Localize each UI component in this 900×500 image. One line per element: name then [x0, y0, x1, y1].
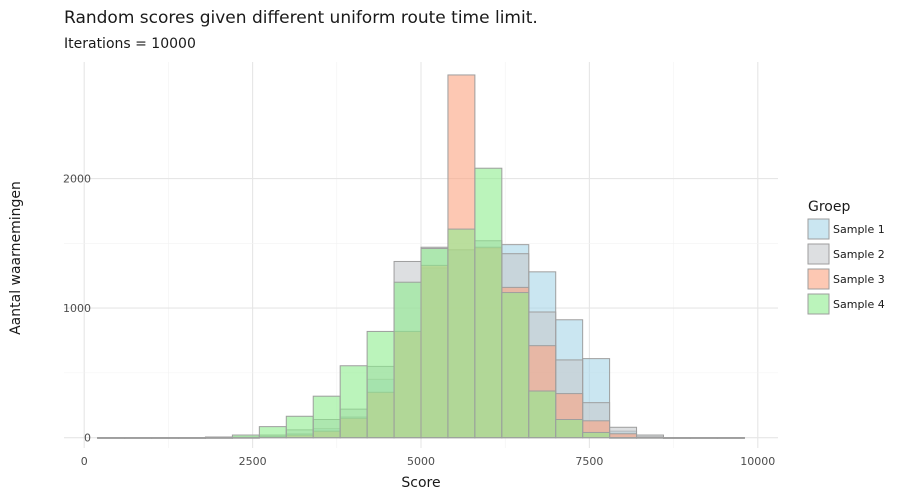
bar-series-4	[124, 437, 153, 439]
chart-title: Random scores given different uniform ro…	[64, 8, 538, 28]
y-tick-label: 1000	[63, 302, 91, 315]
x-tick-label: 5000	[407, 455, 435, 468]
bar-series-4	[97, 437, 126, 439]
bar-series-4	[555, 419, 584, 439]
bar-series-4	[528, 390, 557, 439]
bar-series-4	[204, 436, 233, 439]
x-tick-label: 0	[81, 455, 88, 468]
legend-swatch	[807, 218, 830, 240]
bar-series-4	[501, 292, 530, 439]
bar-series-4	[231, 434, 260, 439]
x-tick-label: 2500	[239, 455, 267, 468]
histogram-bars	[97, 74, 745, 439]
bar-series-4	[339, 365, 368, 439]
legend-title: Groep	[808, 199, 850, 215]
y-axis-title: Aantal waarnemingen	[8, 181, 24, 335]
bar-series-4	[285, 415, 314, 439]
bar-series-4	[474, 167, 503, 439]
y-axis-ticks: 0 1000 2000	[63, 173, 91, 445]
chart-subtitle: Iterations = 10000	[64, 36, 196, 52]
legend-swatch	[807, 293, 830, 315]
bar-series-4	[582, 431, 611, 439]
bar-series-4	[312, 395, 341, 439]
y-tick-label: 2000	[63, 173, 91, 186]
bar-series-4	[151, 437, 180, 439]
bar-series-4	[393, 281, 422, 439]
legend: Groep Sample 1 Sample 2 Sample 3 Sample 4	[807, 199, 885, 315]
legend-swatch	[807, 268, 830, 290]
legend-swatch	[807, 243, 830, 265]
bar-series-3	[609, 433, 638, 439]
legend-label: Sample 4	[833, 298, 885, 311]
x-tick-label: 10000	[740, 455, 775, 468]
x-axis-ticks: 0 2500 5000 7500 10000	[81, 455, 776, 468]
bar-series-4	[609, 437, 638, 439]
bar-series-4	[447, 228, 476, 439]
bar-series-4	[716, 437, 745, 439]
legend-label: Sample 3	[833, 273, 885, 286]
bar-series-4	[420, 248, 449, 439]
legend-label: Sample 2	[833, 248, 885, 261]
bar-series-4	[178, 437, 206, 439]
legend-label: Sample 1	[833, 223, 885, 236]
bar-series-4	[636, 437, 664, 439]
bar-series-4	[258, 426, 287, 439]
bar-series-4	[662, 437, 691, 439]
bar-series-4	[366, 330, 395, 439]
x-axis-title: Score	[401, 475, 440, 491]
x-tick-label: 7500	[575, 455, 603, 468]
bar-series-4	[689, 437, 718, 439]
y-tick-label: 0	[84, 432, 91, 445]
